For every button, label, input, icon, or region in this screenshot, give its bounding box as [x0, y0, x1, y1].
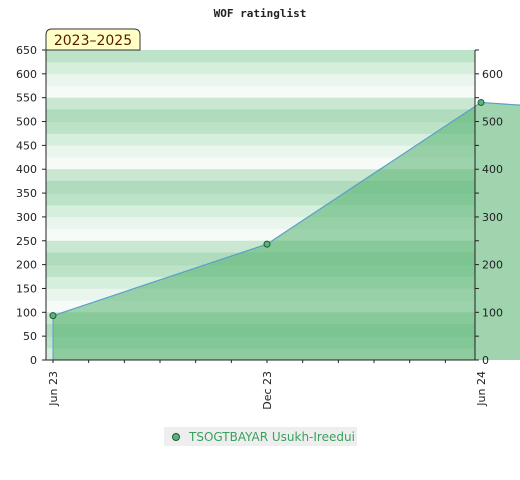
period-badge-text: 2023–2025	[54, 33, 132, 49]
y-tick-label-left: 500	[16, 116, 37, 129]
y-tick-label-left: 450	[16, 139, 37, 152]
background-band	[46, 121, 475, 134]
background-band	[46, 97, 475, 111]
background-band	[46, 73, 475, 87]
x-tick-label: Jun 23	[47, 371, 60, 407]
y-tick-label-left: 0	[30, 354, 37, 367]
period-badge: 2023–2025	[45, 28, 141, 51]
y-tick-label-left: 100	[16, 306, 37, 319]
y-tick-label-left: 200	[16, 259, 37, 272]
y-tick-label-left: 250	[16, 235, 37, 248]
y-tick-label-left: 600	[16, 68, 37, 81]
y-tick-label-right: 200	[482, 259, 503, 272]
y-tick-label-right: 100	[482, 306, 503, 319]
x-tick-label: Dec 23	[261, 371, 274, 410]
background-band	[46, 50, 475, 63]
y-tick-label-right: 300	[482, 211, 503, 224]
y-tick-label-left: 550	[16, 92, 37, 105]
data-point	[263, 240, 271, 248]
y-tick-label-left: 50	[23, 330, 37, 343]
background-band	[46, 85, 475, 99]
y-tick-label-left: 350	[16, 187, 37, 200]
background-band	[46, 109, 475, 123]
chart-title: WOF ratinglist	[214, 7, 307, 20]
y-tick-label-left: 300	[16, 211, 37, 224]
legend: TSOGTBAYAR Usukh-Ireedui	[164, 427, 357, 446]
legend-label: TSOGTBAYAR Usukh-Ireedui	[189, 429, 355, 444]
axes: 0 50 100 150 200 250 300 350 400 450 500 550 600 650 0…	[16, 44, 503, 410]
y-tick-label-right: 400	[482, 163, 503, 176]
y-tick-label-left: 400	[16, 163, 37, 176]
y-tick-label-right: 0	[482, 354, 489, 367]
x-tick-label: Jun 24	[475, 371, 488, 407]
background-band	[46, 145, 475, 158]
background-band	[46, 157, 475, 170]
y-tick-label-right: 600	[482, 68, 503, 81]
data-point	[477, 98, 485, 106]
y-tick-label-right: 500	[482, 116, 503, 129]
background-band	[46, 133, 475, 146]
series-points	[49, 98, 485, 320]
y-tick-label-left: 150	[16, 282, 37, 295]
legend-marker	[172, 432, 180, 441]
series-line	[52, 101, 520, 317]
y-tick-label-left: 650	[16, 44, 37, 57]
background-band	[46, 61, 475, 75]
series-area	[52, 101, 520, 360]
data-point	[49, 312, 57, 320]
